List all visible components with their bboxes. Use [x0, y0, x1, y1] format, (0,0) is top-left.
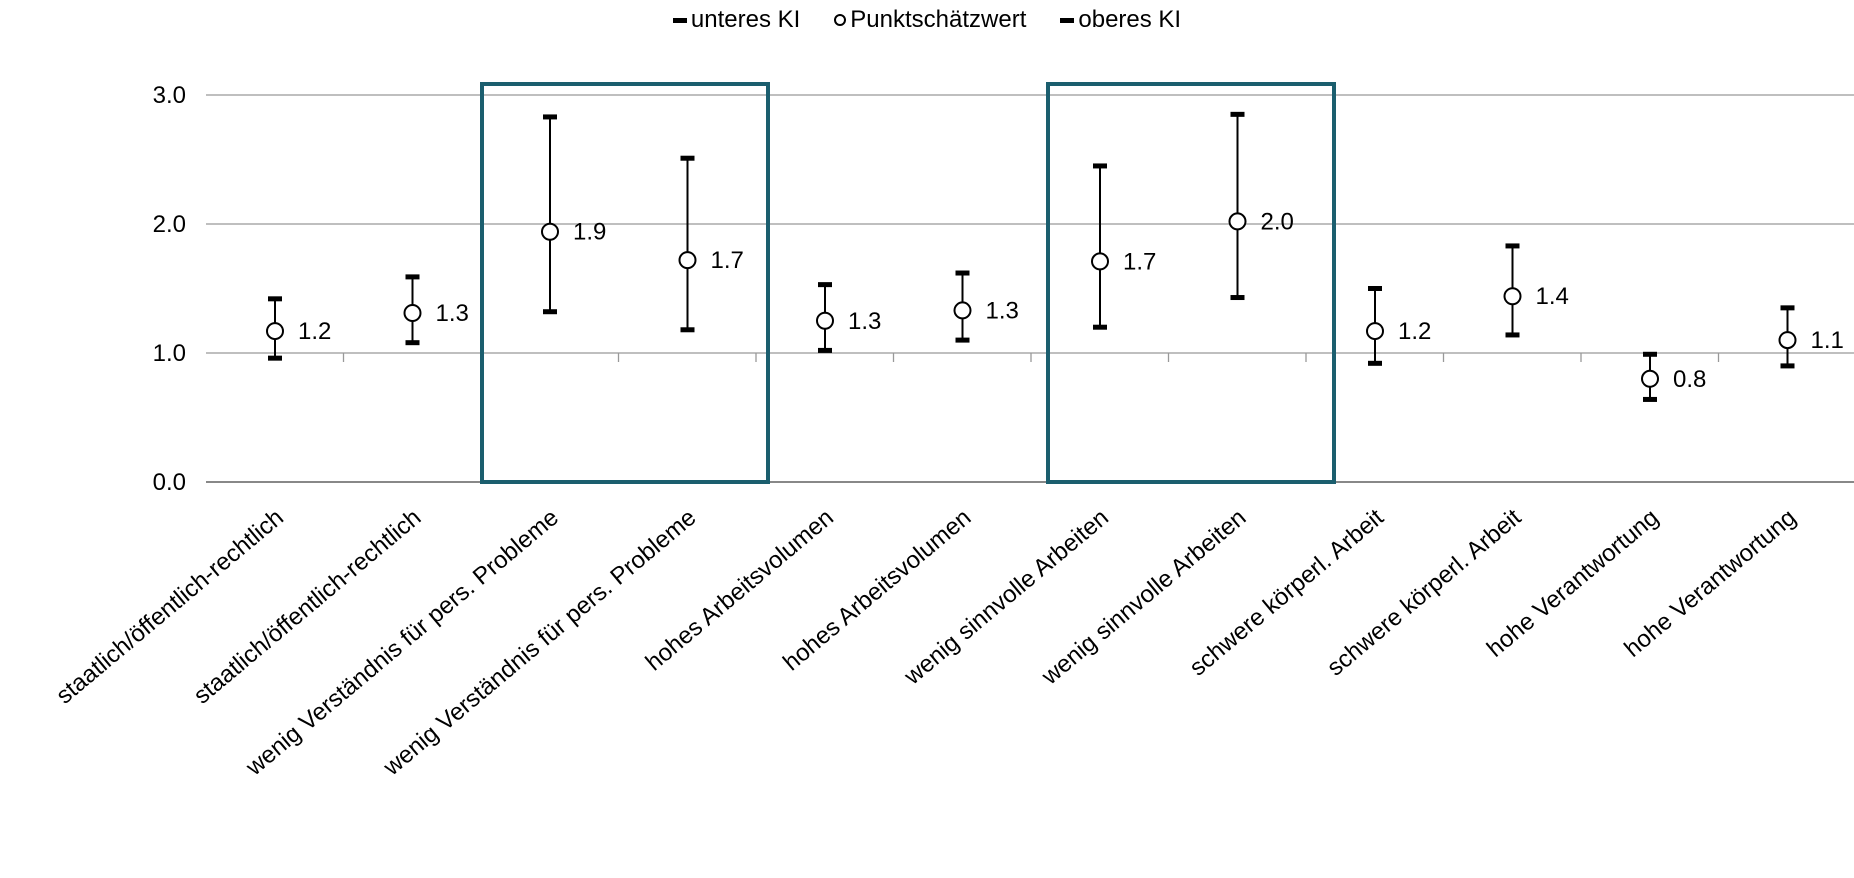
data-label: 1.7 — [1123, 248, 1156, 275]
chart-legend: unteres KI Punktschätzwert oberes KI — [0, 6, 1854, 34]
upper-ci-cap — [1505, 243, 1520, 249]
point-estimate-marker — [403, 304, 422, 323]
lower-ci-cap — [818, 347, 832, 353]
legend-item-lower: unteres KI — [672, 6, 801, 34]
legend-dash-marker — [1060, 17, 1075, 23]
y-tick-label: 0.0 — [153, 469, 186, 496]
point-estimate-marker — [541, 222, 559, 241]
upper-ci-cap — [1368, 286, 1382, 291]
error-bar-group: 1.3 — [953, 270, 1019, 343]
point-estimate-marker — [1366, 322, 1384, 341]
point-estimate-marker — [266, 322, 284, 341]
point-estimate-marker — [816, 311, 834, 330]
data-label: 2.0 — [1261, 208, 1294, 235]
upper-ci-cap — [680, 155, 695, 161]
y-tick-label: 1.0 — [153, 340, 186, 367]
lower-ci-cap — [1505, 332, 1520, 338]
data-label: 1.3 — [848, 308, 881, 335]
upper-ci-cap — [818, 282, 832, 288]
lower-ci-cap — [543, 309, 557, 315]
error-bar-group: 1.1 — [1778, 305, 1844, 369]
data-label: 0.8 — [1673, 366, 1706, 393]
lower-ci-cap — [405, 340, 420, 346]
error-bar-group: 2.0 — [1228, 111, 1294, 301]
error-bar-group: 1.2 — [266, 296, 331, 361]
upper-ci-cap — [268, 296, 282, 302]
error-bar-group: 1.7 — [1091, 163, 1156, 330]
lower-ci-cap — [1230, 295, 1245, 301]
lower-ci-cap — [1780, 363, 1795, 369]
error-bar-group: 1.4 — [1503, 243, 1569, 338]
upper-ci-cap — [955, 270, 970, 276]
upper-ci-cap — [1230, 111, 1245, 117]
highlight-box — [1046, 82, 1336, 484]
error-bar-group: 1.3 — [816, 282, 881, 353]
data-label: 1.2 — [298, 318, 331, 345]
lower-ci-cap — [268, 355, 282, 361]
point-estimate-marker — [1091, 252, 1109, 271]
legend-label-upper: oberes KI — [1078, 6, 1182, 33]
point-estimate-marker — [678, 251, 697, 270]
error-bar-group: 0.8 — [1641, 351, 1706, 402]
y-tick-label: 3.0 — [153, 82, 186, 109]
legend-item-point: Punktschätzwert — [834, 6, 1026, 34]
error-bar-group: 1.3 — [403, 274, 469, 346]
error-bar-group: 1.9 — [541, 114, 606, 315]
data-label: 1.2 — [1398, 318, 1431, 345]
legend-label-lower: unteres KI — [690, 6, 801, 33]
upper-ci-cap — [1093, 163, 1107, 169]
upper-ci-cap — [543, 114, 557, 120]
legend-label-point: Punktschätzwert — [850, 6, 1027, 33]
x-category-label: staatlich/öffentlich-rechtlich — [189, 504, 427, 710]
highlight-box — [480, 82, 770, 484]
data-label: 1.1 — [1811, 327, 1844, 354]
legend-circle-marker — [834, 14, 847, 26]
legend-dash-marker — [672, 17, 687, 23]
x-category-label: staatlich/öffentlich-rechtlich — [51, 504, 289, 710]
point-estimate-marker — [1228, 212, 1247, 231]
legend-item-upper: oberes KI — [1060, 6, 1181, 34]
data-label: 1.9 — [573, 219, 606, 246]
data-label: 1.4 — [1536, 283, 1569, 310]
lower-ci-cap — [680, 327, 695, 333]
upper-ci-cap — [1643, 351, 1657, 357]
x-category-label: wenig Verständnis für pers. Probleme — [378, 504, 702, 782]
lower-ci-cap — [1368, 360, 1382, 366]
point-estimate-marker — [1641, 369, 1659, 388]
point-estimate-marker — [1778, 331, 1797, 350]
upper-ci-cap — [1780, 305, 1795, 311]
lower-ci-cap — [1093, 324, 1107, 330]
point-estimate-marker — [953, 301, 972, 320]
lower-ci-cap — [955, 337, 970, 343]
error-bar-group: 1.2 — [1366, 286, 1431, 366]
data-label: 1.3 — [986, 297, 1019, 324]
point-estimate-marker — [1503, 287, 1522, 306]
upper-ci-cap — [405, 274, 420, 280]
error-bar-group: 1.7 — [678, 155, 744, 333]
data-label: 1.3 — [436, 300, 469, 327]
y-tick-label: 2.0 — [153, 211, 186, 238]
lower-ci-cap — [1643, 396, 1657, 402]
data-label: 1.7 — [711, 247, 744, 274]
